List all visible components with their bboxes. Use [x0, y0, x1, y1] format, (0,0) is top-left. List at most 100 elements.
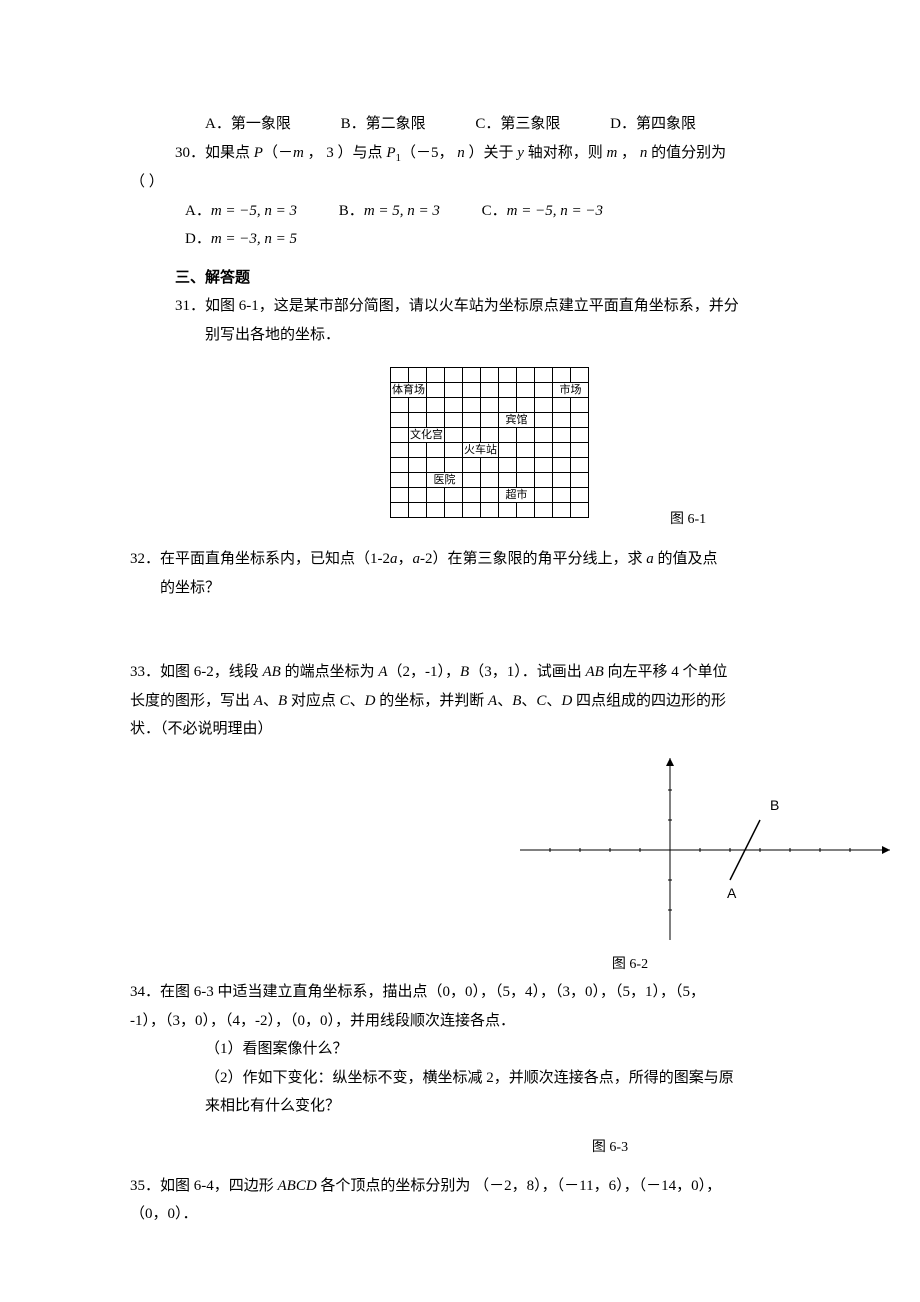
q33-A2: A [254, 693, 263, 709]
q32-l1a: 32．在平面直角坐标系内，已知点（1-2 [130, 551, 390, 567]
q33-A1: A [378, 664, 387, 680]
q29-options: A．第一象限 B．第二象限 C．第三象限 D．第四象限 [130, 110, 790, 139]
q34-caption: 图 6-3 [130, 1135, 790, 1162]
cell-shichang: 市场 [553, 383, 589, 398]
cell-wenhua: 文化宫 [409, 428, 445, 443]
q30-prefix: 30．如果点 [175, 145, 254, 161]
q33-l1a: 33．如图 6-2，线段 [130, 664, 263, 680]
q30-a-label: A． [185, 203, 211, 219]
q30-a-eq: m = −5, n = 3 [211, 203, 297, 219]
q30-options: A．m = −5, n = 3 B．m = 5, n = 3 C．m = −5,… [130, 197, 790, 254]
q30-b-label: B． [339, 203, 364, 219]
cell-tiyu: 体育场 [391, 383, 427, 398]
q30-P: P [254, 145, 263, 161]
q33-l2b: 、 [263, 693, 278, 709]
q31-caption: 图 6-1 [670, 507, 706, 534]
q30-opt-c: C．m = −5, n = −3 [482, 197, 603, 226]
q29-opt-a: A．第一象限 [205, 110, 291, 139]
q30-c-label: C． [482, 203, 507, 219]
q33-l2f: 、 [497, 693, 512, 709]
q30-opt-b: B．m = 5, n = 3 [339, 197, 440, 226]
q30-stem-line1: 30．如果点 P（－m ， 3 ）与点 P1（－5， n ）关于 y 轴对称，则… [130, 139, 790, 169]
q33-l2a: 长度的图形，写出 [130, 693, 254, 709]
q32-line1: 32．在平面直角坐标系内，已知点（1-2a，a-2）在第三象限的角平分线上，求 … [130, 545, 790, 574]
q33-label-B: B [770, 797, 779, 813]
spacer-1 [130, 602, 790, 658]
q31-line1: 31．如图 6-1，这是某市部分简图，请以火车站为坐标原点建立平面直角坐标系，并… [130, 292, 790, 321]
q33-l2c: 对应点 [287, 693, 340, 709]
q33-caption: 图 6-2 [130, 952, 790, 979]
q34-line2: -1），（3，0），（4，-2），（0，0），并用线段顺次连接各点． [130, 1007, 790, 1036]
q29-opt-b: B．第二象限 [341, 110, 426, 139]
q32-a3: a [646, 551, 654, 567]
q30-m: m [293, 145, 304, 161]
q33-l1c: （2，-1）， [388, 664, 461, 680]
q33-D1: D [365, 693, 376, 709]
cell-huoche: 火车站 [463, 443, 499, 458]
cell-chaoshi: 超市 [499, 488, 535, 503]
q31-grid-table: 体育场 市场 宾馆 文化宫 火车站 医院 超市 [390, 367, 589, 518]
q33-line2: 长度的图形，写出 A、B 对应点 C、D 的坐标，并判断 A、B、C、D 四点组… [130, 687, 790, 716]
q33-l2i: 四点组成的四边形的形 [572, 693, 726, 709]
q31-figure: 体育场 市场 宾馆 文化宫 火车站 医院 超市 图 6-1 [130, 367, 790, 537]
q30-n: n [457, 145, 465, 161]
q33-AB2: AB [585, 664, 603, 680]
q33-l1d: （3，1）．试画出 [469, 664, 585, 680]
q33-l1b: 的端点坐标为 [281, 664, 379, 680]
q33-B2: B [278, 693, 287, 709]
spacer-2 [130, 1162, 790, 1172]
q30-tail: 的值分别为 [647, 145, 726, 161]
q33-l2e: 的坐标，并判断 [376, 693, 489, 709]
q34-sub2b: 来相比有什么变化？ [130, 1092, 790, 1121]
q30-stem-line2: （ ） [130, 168, 790, 197]
q33-D2: D [561, 693, 572, 709]
q30-after: ）关于 [465, 145, 518, 161]
q30-p1coords: （－5， [401, 145, 457, 161]
q30-c-eq: m = −5, n = −3 [507, 203, 603, 219]
q31-line2: 别写出各地的坐标． [130, 321, 790, 350]
q32-a2: a [413, 551, 421, 567]
q33-B1: B [460, 664, 469, 680]
q30-pcoords: （－ [263, 145, 293, 161]
q29-opt-d: D．第四象限 [610, 110, 696, 139]
q30-d-label: D． [185, 231, 211, 247]
dot-marker: ▪ [196, 547, 200, 568]
cell-binguan: 宾馆 [499, 413, 535, 428]
q33-l2d: 、 [350, 693, 365, 709]
q33-l2h: 、 [546, 693, 561, 709]
q29-opt-c: C．第三象限 [475, 110, 560, 139]
q33-A3: A [488, 693, 497, 709]
cell-yiyuan: 医院 [427, 473, 463, 488]
q34-line1: 34．在图 6-3 中适当建立直角坐标系，描出点（0，0），（5，4），（3，0… [130, 978, 790, 1007]
q31-grid: 体育场 市场 宾馆 文化宫 火车站 医院 超市 [390, 367, 589, 518]
q32-l1b: ， [398, 551, 413, 567]
q32-line2: 的坐标？ [130, 574, 790, 603]
q33-label-A: A [727, 885, 737, 901]
q35-l1a: 35．如图 6-4，四边形 [130, 1178, 278, 1194]
q30-d-eq: m = −3, n = 5 [211, 231, 297, 247]
q35-line2: （0，0）． [130, 1200, 790, 1229]
q33-line3: 状．（不必说明理由） [130, 715, 790, 744]
section-3-title: 三、解答题 [130, 264, 790, 293]
q32-l1c: -2）在第三象限的角平分线上，求 [420, 551, 646, 567]
q30-b-eq: m = 5, n = 3 [364, 203, 440, 219]
q33-C2: C [536, 693, 546, 709]
q30-opt-d: D．m = −3, n = 5 [185, 225, 297, 254]
q30-opt-a: A．m = −5, n = 3 [185, 197, 297, 226]
q35-line1: 35．如图 6-4，四边形 ABCD 各个顶点的坐标分别为 （－2，8），（－1… [130, 1172, 790, 1201]
q33-axes-svg: A B [520, 750, 900, 950]
q30-comma: ， [617, 145, 640, 161]
q33-AB1: AB [263, 664, 281, 680]
q33-B3: B [512, 693, 521, 709]
q30-axis: 轴对称，则 [524, 145, 607, 161]
q30-c3: ， 3 ）与点 [304, 145, 387, 161]
q30-m2: m [606, 145, 617, 161]
q32-l1d: 的值及点 [654, 551, 718, 567]
q34-sub1: （1）看图案像什么？ [130, 1035, 790, 1064]
q35-l1b: 各个顶点的坐标分别为 （－2，8），（－11，6），（－14，0）， [317, 1178, 721, 1194]
q30-y: y [517, 145, 524, 161]
q33-l2g: 、 [521, 693, 536, 709]
q34-sub2a: （2）作如下变化：纵坐标不变，横坐标减 2，并顺次连接各点，所得的图案与原 [130, 1064, 790, 1093]
q33-figure: A B [130, 750, 790, 950]
q33-C1: C [340, 693, 350, 709]
